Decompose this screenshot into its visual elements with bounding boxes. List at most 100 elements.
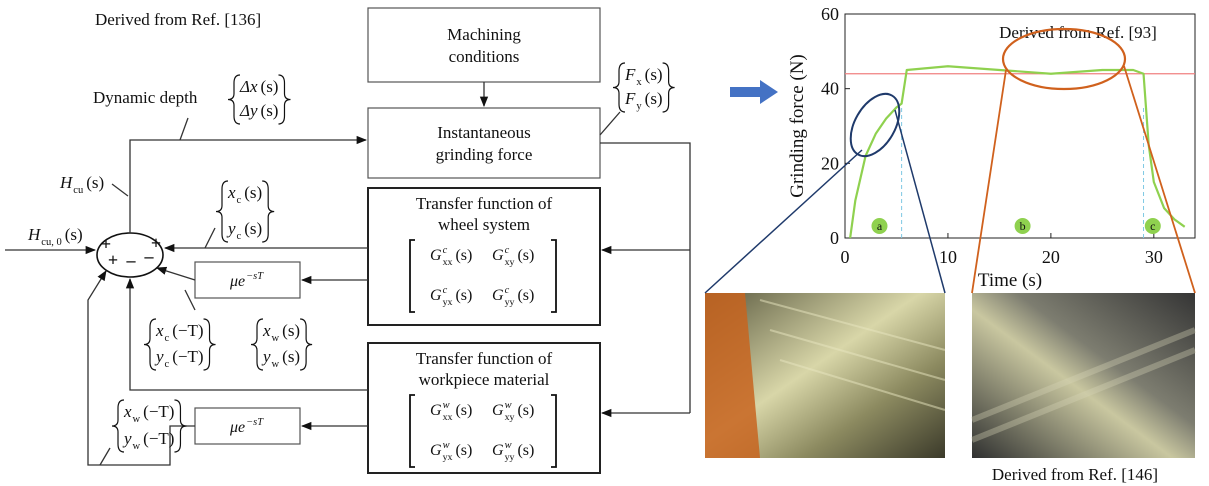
term-sub: c bbox=[165, 359, 170, 370]
x-tick-label: 30 bbox=[1145, 247, 1163, 267]
label: Dynamic depth bbox=[93, 88, 198, 107]
term-base: G bbox=[492, 402, 504, 419]
term-sub: xy bbox=[505, 257, 515, 268]
term-base: y bbox=[122, 429, 132, 448]
term-sup: −sT bbox=[246, 271, 264, 282]
label: grinding force bbox=[436, 145, 533, 164]
term-arg: (−T) bbox=[172, 347, 203, 366]
term-arg: (s) bbox=[645, 65, 663, 84]
term-sub: xx bbox=[443, 257, 453, 268]
term-sub: yx bbox=[443, 297, 453, 308]
y-tick-label: 40 bbox=[821, 79, 839, 99]
term-sub: xy bbox=[505, 412, 515, 423]
term-arg: (s) bbox=[282, 321, 300, 340]
term-base: y bbox=[226, 219, 236, 238]
term-sub: yx bbox=[443, 452, 453, 463]
label: Transfer function of bbox=[416, 194, 553, 213]
term-sub: y bbox=[636, 101, 642, 112]
y-tick-label: 0 bbox=[830, 228, 839, 248]
zoom-line bbox=[972, 70, 1006, 293]
term-sup: w bbox=[505, 400, 512, 411]
math-term: Fx(s) bbox=[624, 65, 663, 88]
term-arg: (−T) bbox=[172, 321, 203, 340]
term-sub: x bbox=[636, 77, 642, 88]
term-sub: c bbox=[165, 333, 170, 344]
term-base: G bbox=[492, 287, 504, 304]
term-sup: c bbox=[443, 285, 448, 296]
figure: Derived from Ref. [136] Machining conditio… bbox=[0, 0, 1209, 486]
term-base: G bbox=[430, 442, 442, 459]
term-arg: (s) bbox=[645, 89, 663, 108]
label: – bbox=[126, 250, 137, 270]
term-arg: (s) bbox=[455, 247, 472, 264]
label: Instantaneous bbox=[437, 123, 530, 142]
term-arg: (s) bbox=[282, 347, 300, 366]
term-arg: (s) bbox=[455, 442, 472, 459]
term-arg: (s) bbox=[517, 442, 534, 459]
term-sup: w bbox=[443, 440, 450, 451]
term-base: Δy bbox=[239, 101, 258, 120]
math-term: xc(s) bbox=[227, 183, 262, 206]
zoom-line bbox=[895, 110, 945, 293]
label: Machining bbox=[447, 25, 521, 44]
term-base: Δx bbox=[239, 77, 258, 96]
term-sup: −sT bbox=[246, 417, 264, 428]
term-arg: (s) bbox=[261, 77, 279, 96]
term-sub: yy bbox=[505, 297, 515, 308]
x-tick-label: 10 bbox=[939, 247, 957, 267]
label: conditions bbox=[449, 47, 520, 66]
term-sub: w bbox=[133, 441, 141, 452]
brace bbox=[112, 400, 124, 452]
term-sup: c bbox=[505, 285, 510, 296]
term-arg: (s) bbox=[65, 225, 83, 244]
x-tick-label: 20 bbox=[1042, 247, 1060, 267]
term-sub: c bbox=[237, 231, 242, 242]
term-sub: w bbox=[272, 359, 280, 370]
term-base: x bbox=[262, 321, 271, 340]
brace bbox=[204, 319, 216, 370]
brace bbox=[613, 63, 625, 112]
math-term: xw(−T) bbox=[123, 402, 174, 425]
term-sub: yy bbox=[505, 452, 515, 463]
label: wheel system bbox=[438, 215, 530, 234]
term-base: x bbox=[227, 183, 236, 202]
term-arg: (s) bbox=[455, 287, 472, 304]
zoom-line bbox=[705, 150, 862, 293]
term-sub: cu bbox=[73, 185, 84, 196]
term-base: G bbox=[430, 247, 442, 264]
term-base: y bbox=[154, 347, 164, 366]
photo bbox=[705, 293, 945, 458]
label: workpiece material bbox=[419, 370, 550, 389]
box bbox=[368, 108, 600, 178]
term-base: G bbox=[430, 287, 442, 304]
term-base: H bbox=[27, 225, 42, 244]
term-arg: (s) bbox=[455, 402, 472, 419]
term-sub: cu, 0 bbox=[41, 237, 61, 248]
term-base: y bbox=[261, 347, 271, 366]
term-base: μe bbox=[229, 419, 245, 436]
term-base: F bbox=[624, 89, 636, 108]
chart-annotation: Derived from Ref. [93] bbox=[999, 23, 1157, 42]
flow-arrow bbox=[730, 80, 778, 104]
box bbox=[368, 8, 600, 82]
x-tick-label: 0 bbox=[841, 247, 850, 267]
brace bbox=[262, 181, 274, 242]
term-arg: (s) bbox=[86, 173, 104, 192]
term-sup: c bbox=[443, 245, 448, 256]
term-sub: c bbox=[237, 195, 242, 206]
term-arg: (s) bbox=[517, 402, 534, 419]
label: Derived from Ref. [136] bbox=[95, 10, 261, 29]
photo-source: Derived from Ref. [146] bbox=[992, 465, 1158, 484]
term-arg: (s) bbox=[244, 219, 262, 238]
term-base: μe bbox=[229, 273, 245, 290]
math-term: Δy(s) bbox=[239, 101, 278, 120]
brace bbox=[216, 181, 228, 242]
y-tick-label: 60 bbox=[821, 4, 839, 24]
